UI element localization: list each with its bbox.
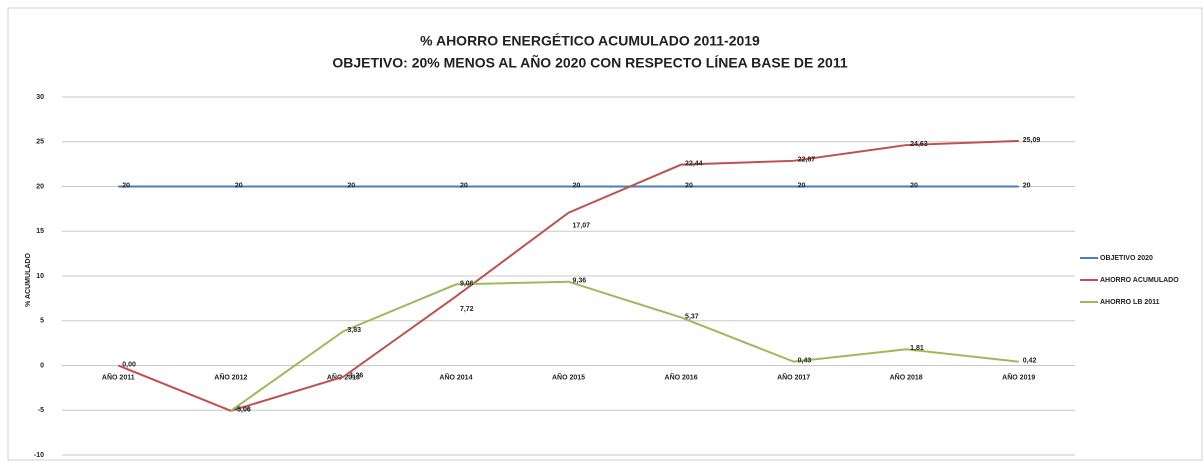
data-label: 0,42 — [1023, 358, 1037, 365]
y-tick-label: 10 — [36, 273, 44, 280]
data-label: 0,43 — [798, 357, 812, 364]
y-tick-label: -5 — [38, 407, 44, 414]
data-label: 1,81 — [910, 345, 924, 352]
y-tick-label: 30 — [36, 94, 44, 101]
legend-label: AHORRO LB 2011 — [1100, 299, 1160, 306]
y-tick-label: 25 — [36, 139, 44, 146]
data-label: 9,36 — [573, 278, 587, 285]
y-tick-label: 5 — [40, 318, 44, 325]
x-tick-label: AÑO 2015 — [552, 372, 585, 381]
y-tick-label: 0 — [40, 362, 44, 369]
series-line — [230, 280, 1019, 412]
y-axis-label: % ACUMULADO — [25, 253, 32, 307]
data-label: 9,06 — [460, 280, 474, 287]
x-tick-label: AÑO 2018 — [890, 372, 923, 381]
data-label: 20 — [347, 182, 355, 189]
chart-subtitle: OBJETIVO: 20% MENOS AL AÑO 2020 CON RESP… — [332, 54, 848, 71]
data-label: 5,37 — [685, 313, 699, 320]
data-label: -1,26 — [347, 373, 363, 380]
data-label: 20 — [235, 182, 243, 189]
data-label: 24,63 — [910, 141, 928, 148]
legend-label: OBJETIVO 2020 — [1100, 255, 1153, 262]
y-tick-label: -10 — [34, 452, 44, 459]
data-label: 20 — [798, 182, 806, 189]
data-label: 7,72 — [460, 306, 474, 313]
data-label: -5,06 — [235, 407, 251, 414]
x-tick-label: AÑO 2016 — [665, 372, 698, 381]
data-label: 20 — [685, 182, 693, 189]
data-label: 20 — [1023, 182, 1031, 189]
data-label: 25,09 — [1023, 137, 1041, 144]
data-label: 20 — [910, 182, 918, 189]
data-label: 3,83 — [347, 327, 361, 334]
y-tick-label: 20 — [36, 183, 44, 190]
data-label: 22,44 — [685, 161, 703, 168]
data-label: 20 — [573, 182, 581, 189]
data-label: 0,00 — [122, 361, 136, 368]
data-label: 17,07 — [573, 223, 591, 230]
x-tick-label: AÑO 2014 — [439, 372, 472, 381]
x-tick-label: AÑO 2012 — [214, 372, 247, 381]
series-line — [117, 139, 1019, 412]
chart-title: % AHORRO ENERGÉTICO ACUMULADO 2011-2019 — [420, 33, 760, 49]
data-label: -5,06 — [235, 407, 251, 414]
x-tick-label: AÑO 2017 — [777, 372, 810, 381]
chart-border — [7, 7, 1203, 461]
x-tick-label: AÑO 2011 — [102, 372, 135, 381]
data-label: 20 — [460, 182, 468, 189]
data-label: 20 — [122, 182, 130, 189]
legend-label: AHORRO ACUMULADO — [1100, 277, 1179, 284]
x-tick-label: AÑO 2019 — [1002, 372, 1035, 381]
y-tick-label: 15 — [36, 228, 44, 235]
data-label: 22,87 — [798, 157, 816, 164]
